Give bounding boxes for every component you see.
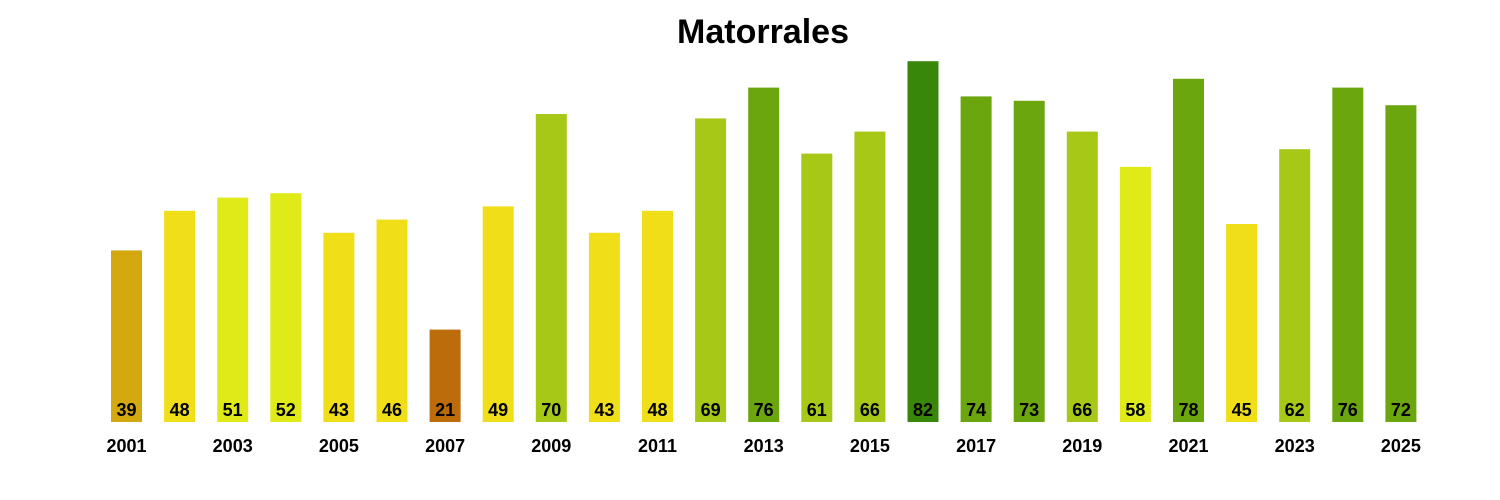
- chart-title: Matorrales: [677, 13, 849, 51]
- value-label-2001: 39: [116, 400, 136, 420]
- value-label-2022: 45: [1232, 400, 1252, 420]
- bar-2024: [1332, 87, 1364, 422]
- value-label-2006: 46: [382, 400, 402, 420]
- value-label-2014: 61: [807, 400, 827, 420]
- bars-group: [111, 61, 1417, 423]
- x-tick-label-2017: 2017: [956, 436, 996, 456]
- x-tick-label-2015: 2015: [850, 436, 890, 456]
- bar-2020: [1119, 166, 1151, 422]
- x-tick-label-2001: 2001: [106, 436, 146, 456]
- bar-2010: [588, 232, 620, 422]
- value-label-2002: 48: [170, 400, 190, 420]
- value-label-2025: 72: [1391, 400, 1411, 420]
- bar-2014: [801, 153, 833, 422]
- x-tick-label-2011: 2011: [638, 436, 677, 456]
- bar-2013: [748, 87, 780, 422]
- x-tick-label-2025: 2025: [1381, 436, 1421, 456]
- value-labels-group: 39 48 51 52 43 46 21 49 70 43 48 69 76 61 66 82 74 73 66 58…: [116, 400, 1410, 420]
- bar-2016: [907, 61, 939, 422]
- x-tick-labels-group: 2001 2003 2005 2007 2009 2011 2013 2015 2017 2019…: [106, 436, 1420, 456]
- bar-2001: [111, 250, 142, 422]
- bar-2004: [270, 193, 302, 422]
- bar-2018: [1013, 100, 1045, 423]
- value-label-2012: 69: [701, 400, 721, 420]
- x-tick-label-2005: 2005: [319, 436, 359, 456]
- value-label-2007: 21: [435, 400, 455, 420]
- value-label-2005: 43: [329, 400, 349, 420]
- bar-2022: [1226, 224, 1258, 422]
- value-label-2011: 48: [647, 400, 667, 420]
- x-tick-label-2003: 2003: [213, 436, 253, 456]
- value-label-2017: 74: [966, 400, 986, 420]
- bar-2017: [960, 96, 992, 423]
- value-label-2020: 58: [1125, 400, 1145, 420]
- x-tick-label-2023: 2023: [1275, 436, 1315, 456]
- bar-2003: [217, 197, 249, 422]
- value-label-2009: 70: [541, 400, 561, 420]
- value-label-2008: 49: [488, 400, 508, 420]
- value-label-2013: 76: [754, 400, 774, 420]
- bar-2006: [376, 219, 408, 422]
- bar-2005: [323, 232, 355, 422]
- value-label-2019: 66: [1072, 400, 1092, 420]
- value-label-2010: 43: [594, 400, 614, 420]
- x-tick-label-2019: 2019: [1062, 436, 1102, 456]
- bar-2015: [854, 131, 886, 422]
- value-label-2018: 73: [1019, 400, 1039, 420]
- bar-2021: [1173, 78, 1204, 423]
- bar-2019: [1066, 131, 1098, 422]
- value-label-2023: 62: [1285, 400, 1305, 420]
- bar-2025: [1385, 105, 1417, 422]
- value-label-2003: 51: [223, 400, 243, 420]
- bar-2011: [642, 210, 673, 422]
- x-tick-label-2007: 2007: [425, 436, 465, 456]
- value-label-2015: 66: [860, 400, 880, 420]
- value-label-2024: 76: [1338, 400, 1358, 420]
- bar-2009: [535, 114, 567, 422]
- bar-2002: [164, 210, 196, 422]
- value-label-2004: 52: [276, 400, 296, 420]
- bar-2012: [695, 118, 727, 423]
- x-tick-label-2009: 2009: [531, 436, 571, 456]
- value-label-2016: 82: [913, 400, 933, 420]
- x-tick-label-2013: 2013: [744, 436, 784, 456]
- x-tick-label-2021: 2021: [1168, 436, 1208, 456]
- bar-2008: [482, 206, 514, 422]
- bar-2023: [1279, 149, 1311, 422]
- value-label-2021: 78: [1178, 400, 1198, 420]
- bar-2007: [429, 329, 461, 422]
